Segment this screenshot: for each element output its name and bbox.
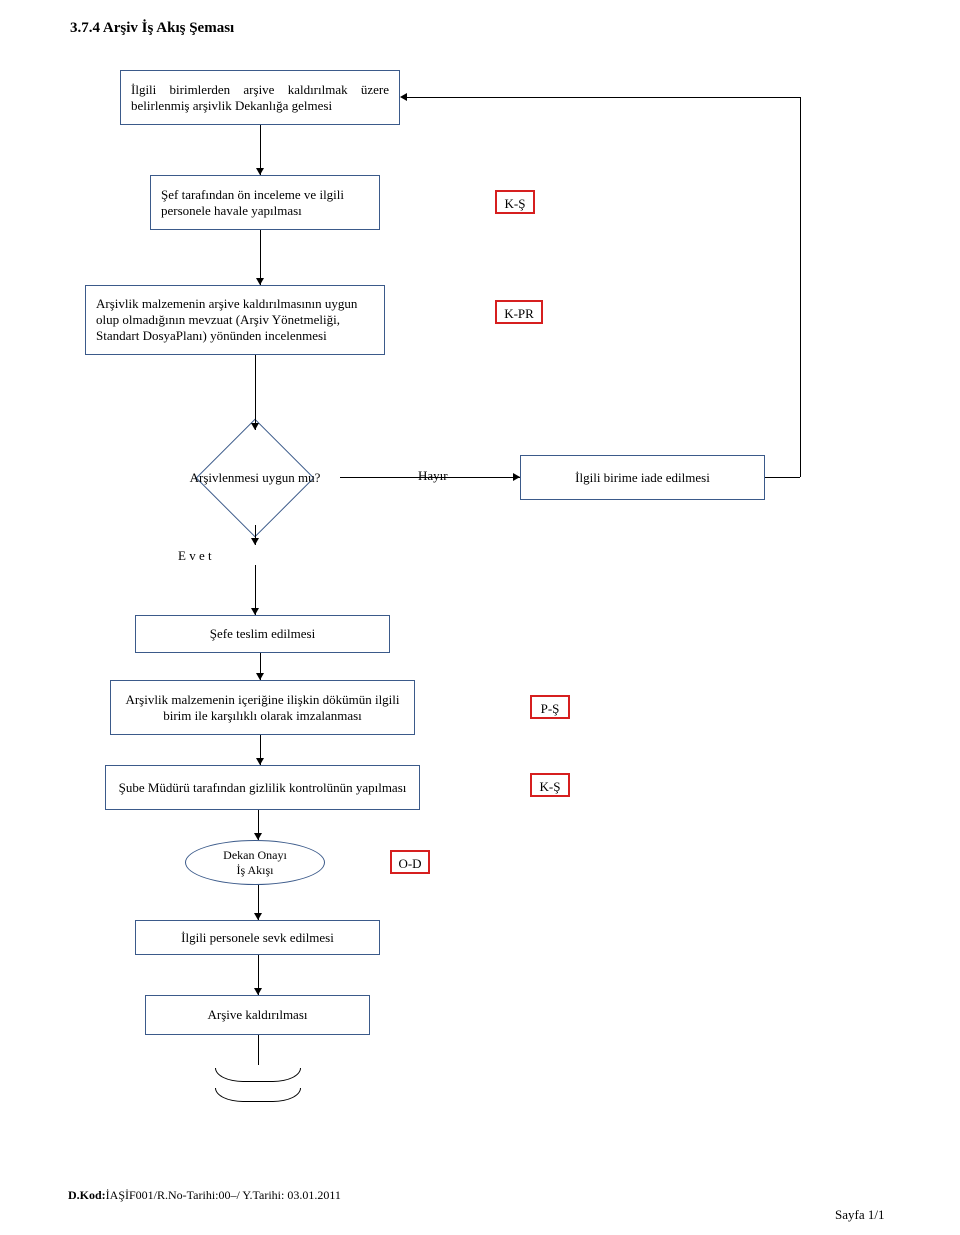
connector	[340, 477, 520, 478]
terminator-arc	[215, 1068, 301, 1082]
footer-page: Sayfa 1/1	[835, 1207, 884, 1223]
role-tag: K-PR	[495, 300, 543, 324]
arrowhead-icon	[256, 758, 264, 765]
role-tag: K-Ş	[495, 190, 535, 214]
process-box: Şefe teslim edilmesi	[135, 615, 390, 653]
process-box: Şef tarafından ön inceleme ve ilgili per…	[150, 175, 380, 230]
process-box: İlgili birimlerden arşive kaldırılmak üz…	[120, 70, 400, 125]
role-tag: O-D	[390, 850, 430, 874]
terminator-arc	[215, 1088, 301, 1102]
decision: Arşivlenmesi uygun mu?	[170, 430, 340, 525]
process-box: Arşivlik malzemenin içeriğine ilişkin dö…	[110, 680, 415, 735]
arrowhead-icon	[251, 423, 259, 430]
subprocess-ellipse: Dekan Onayıİş Akışı	[185, 840, 325, 885]
arrowhead-icon	[254, 913, 262, 920]
connector	[258, 1035, 259, 1065]
arrowhead-icon	[400, 93, 407, 101]
page: 3.7.4 Arşiv İş Akış Şeması İlgili birimle…	[0, 0, 960, 1235]
arrowhead-icon	[251, 608, 259, 615]
connector	[255, 355, 256, 430]
process-box: İlgili personele sevk edilmesi	[135, 920, 380, 955]
role-tag: P-Ş	[530, 695, 570, 719]
process-box: Şube Müdürü tarafından gizlilik kontrolü…	[105, 765, 420, 810]
process-box: İlgili birime iade edilmesi	[520, 455, 765, 500]
connector	[800, 97, 801, 477]
branch-label: E v e t	[178, 548, 212, 564]
arrowhead-icon	[256, 168, 264, 175]
arrowhead-icon	[254, 988, 262, 995]
arrowhead-icon	[256, 673, 264, 680]
arrowhead-icon	[256, 278, 264, 285]
process-box: Arşivlik malzemenin arşive kaldırılmasın…	[85, 285, 385, 355]
connector	[407, 97, 800, 98]
arrowhead-icon	[513, 473, 520, 481]
connector	[765, 477, 800, 478]
page-title: 3.7.4 Arşiv İş Akış Şeması	[70, 20, 234, 37]
connector	[260, 230, 261, 285]
process-box: Arşive kaldırılması	[145, 995, 370, 1035]
branch-label: Hayır	[418, 468, 448, 484]
arrowhead-icon	[251, 538, 259, 545]
footer-code: D.Kod:İAŞİF001/R.No-Tarihi:00–/ Y.Tarihi…	[68, 1188, 341, 1203]
arrowhead-icon	[254, 833, 262, 840]
role-tag: K-Ş	[530, 773, 570, 797]
